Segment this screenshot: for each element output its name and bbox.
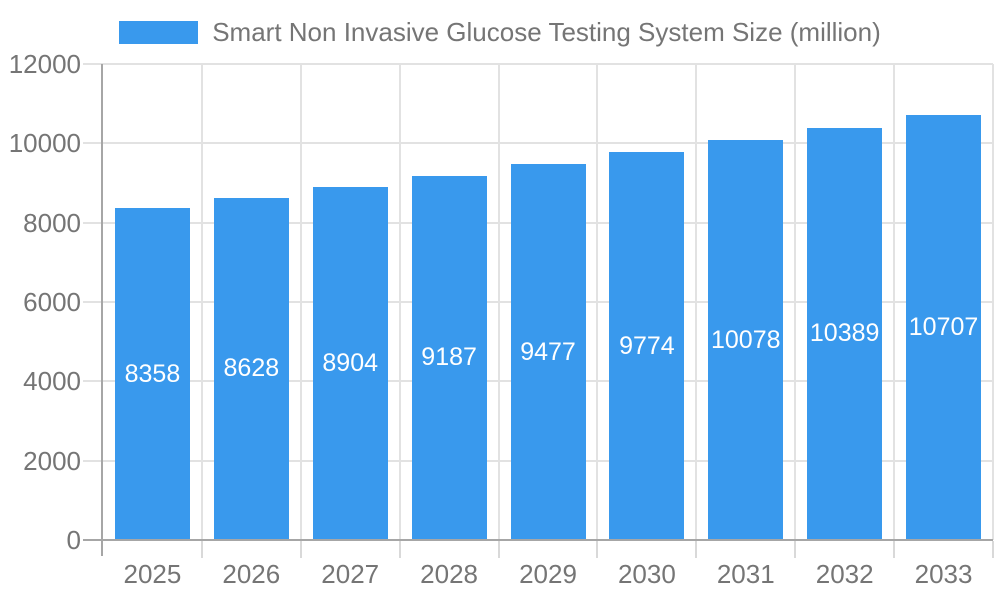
bar[interactable]: 9187 (411, 175, 487, 540)
x-axis-tick-label: 2028 (420, 559, 479, 589)
bar[interactable]: 8904 (312, 186, 388, 540)
x-axis-tick-label: 2031 (716, 559, 775, 589)
legend[interactable]: Smart Non Invasive Glucose Testing Syste… (0, 15, 1000, 49)
x-axis-tick-label: 2026 (222, 559, 281, 589)
h-gridline (103, 63, 993, 65)
x-axis-tick-label: 2032 (815, 559, 874, 589)
bar[interactable]: 9477 (510, 164, 586, 540)
v-gridline (398, 64, 401, 540)
x-tick-mark (893, 541, 896, 558)
y-tick-mark (83, 63, 103, 65)
y-tick-mark (83, 301, 103, 303)
bar[interactable]: 8358 (114, 208, 190, 540)
y-tick-mark (83, 142, 103, 145)
bar[interactable]: 10078 (708, 140, 784, 540)
v-gridline (497, 64, 500, 540)
bar-value-label: 8358 (124, 359, 181, 388)
bar-value-label: 8904 (322, 348, 379, 377)
legend-swatch-icon (119, 20, 199, 44)
v-gridline (299, 64, 302, 540)
bar-value-label: 10078 (711, 325, 781, 354)
v-gridline (596, 64, 599, 540)
x-axis-line (83, 539, 993, 541)
x-tick-mark (497, 541, 500, 558)
y-axis-tick-label: 6000 (23, 287, 81, 317)
bar-value-label: 9477 (520, 337, 576, 366)
y-axis-tick-label: 10000 (8, 128, 81, 159)
y-axis-line (101, 64, 103, 556)
h-gridline (103, 142, 993, 145)
bar-value-label: 10707 (908, 313, 979, 342)
bar[interactable]: 10389 (807, 127, 883, 540)
bar[interactable]: 9774 (609, 152, 685, 540)
y-axis-tick-label: 2000 (23, 445, 81, 476)
x-axis-tick-label: 2025 (123, 559, 182, 589)
v-gridline (794, 64, 797, 540)
y-tick-mark (83, 380, 103, 383)
x-tick-mark (398, 541, 401, 558)
x-axis-tick-label: 2027 (321, 559, 380, 589)
v-gridline (695, 64, 698, 540)
bar-value-label: 10389 (809, 319, 880, 348)
bar-value-label: 9774 (619, 331, 675, 360)
y-axis-tick-label: 8000 (23, 207, 81, 238)
y-axis-tick-label: 4000 (23, 366, 81, 397)
x-tick-mark (695, 541, 698, 558)
x-tick-mark (200, 541, 203, 558)
bar[interactable]: 10707 (906, 115, 982, 540)
v-gridline (200, 64, 203, 540)
x-axis-tick-label: 2030 (617, 559, 676, 589)
v-gridline (893, 64, 896, 540)
v-gridline (992, 64, 994, 540)
bar-value-label: 9187 (421, 343, 477, 372)
y-tick-mark (83, 459, 103, 462)
y-tick-mark (83, 221, 103, 224)
x-tick-mark (299, 541, 302, 558)
bar[interactable]: 8628 (213, 197, 289, 540)
x-axis-tick-label: 2033 (914, 559, 973, 589)
x-tick-mark (794, 541, 797, 558)
y-axis-tick-label: 12000 (8, 49, 81, 79)
bar-value-label: 8628 (223, 354, 280, 383)
x-tick-mark (992, 541, 994, 558)
x-axis-tick-label: 2029 (519, 559, 577, 589)
y-axis-tick-label: 0 (66, 525, 81, 555)
x-tick-mark (596, 541, 599, 558)
legend-label: Smart Non Invasive Glucose Testing Syste… (212, 17, 881, 47)
